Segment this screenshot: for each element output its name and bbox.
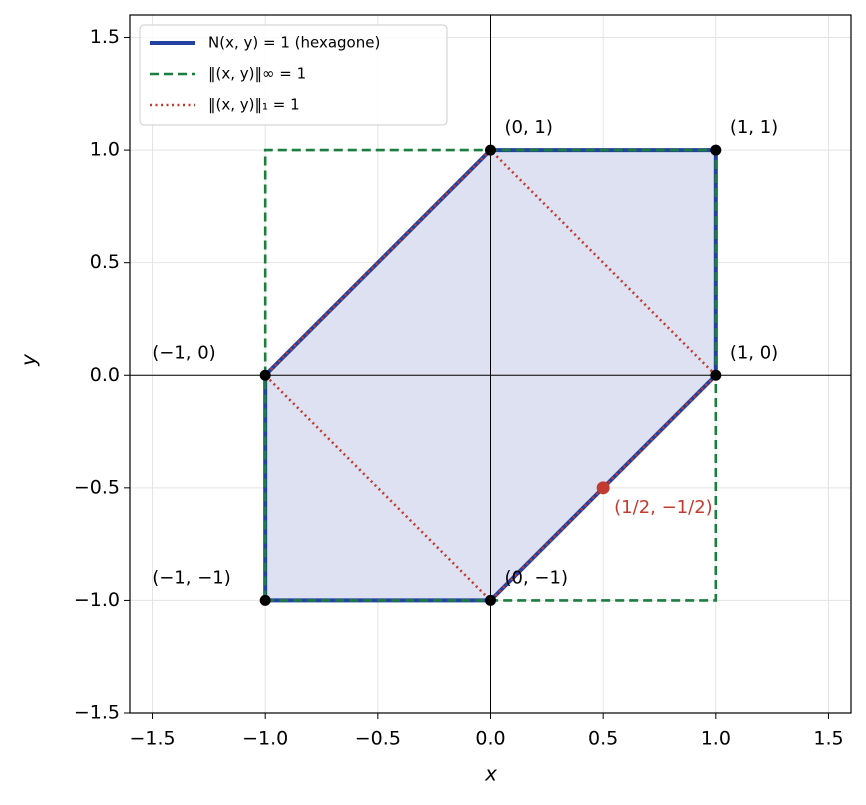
vertex-point <box>710 144 722 156</box>
legend-box <box>139 24 448 126</box>
y-tick-label: −0.5 <box>74 476 120 498</box>
vertex-label: (1, 1) <box>730 117 778 138</box>
legend-label: ‖(x, y)‖∞ = 1 <box>208 65 306 83</box>
vertex-point <box>710 369 722 381</box>
x-tick-label: 1.0 <box>701 728 731 750</box>
vertex-label: (0, −1) <box>505 567 568 588</box>
vertex-point <box>485 144 496 156</box>
legend: N(x, y) = 1 (hexagone) ‖(x, y)‖∞ = 1 ‖(x, … <box>139 24 448 126</box>
vertex-label: (1, 0) <box>730 342 778 363</box>
y-tick-label: −1.5 <box>74 702 120 724</box>
point-layer: (0, 1) (1, 1) (1, 0) (0, −1) (−1, −1) (−1, 0)… <box>152 117 778 606</box>
y-tick-label: 0.5 <box>90 251 120 273</box>
y-tick-label: −1.0 <box>74 589 120 611</box>
vertex-point <box>485 594 496 606</box>
vertex-point <box>259 369 271 381</box>
highlight-point <box>596 481 610 495</box>
tick-layer: −1.5 −1.0 −0.5 0.0 0.5 1.0 1.5 −1.5 −1.0 −0.5 0.0 0… <box>74 26 844 749</box>
legend-label: N(x, y) = 1 (hexagone) <box>208 34 380 52</box>
vertex-label: (0, 1) <box>505 117 553 138</box>
y-axis-label: y <box>17 353 41 367</box>
vertex-label: (−1, 0) <box>152 342 215 363</box>
x-tick-label: −0.5 <box>355 728 401 750</box>
y-tick-label: 0.0 <box>90 364 120 386</box>
x-tick-label: −1.5 <box>129 728 175 750</box>
vertex-point <box>259 594 271 606</box>
x-tick-label: −1.0 <box>242 728 288 750</box>
plot-frame <box>129 14 852 714</box>
highlight-label: (1/2, −1/2) <box>614 497 713 518</box>
x-axis-label: x <box>484 762 497 786</box>
vertex-label: (−1, −1) <box>152 567 231 588</box>
legend-label: ‖(x, y)‖₁ = 1 <box>208 96 300 114</box>
x-tick-label: 1.5 <box>813 728 843 750</box>
x-tick-label: 0.0 <box>475 728 505 750</box>
series-line <box>263 148 717 603</box>
y-tick-label: 1.5 <box>90 26 120 48</box>
y-tick-label: 1.0 <box>90 139 120 161</box>
x-tick-label: 0.5 <box>588 728 618 750</box>
